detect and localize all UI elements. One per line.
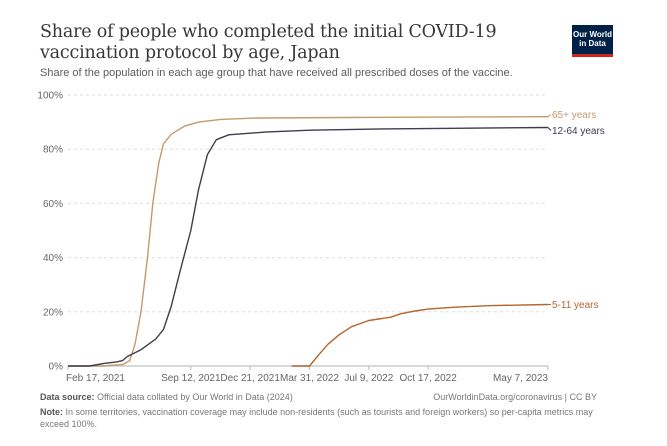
y-tick-label: 20% [43, 307, 63, 318]
series-label: 5-11 years [552, 300, 599, 311]
y-axis-ticks: 0% 20% 40% 60% 80% 100% [37, 91, 63, 373]
x-axis: Feb 17, 2021 Sep 12, 2021 Dec 21, 2021 Mar … [66, 365, 549, 384]
x-tick-label: Sep 12, 2021 [161, 373, 221, 384]
x-tick-label: Jul 9, 2022 [344, 373, 393, 384]
data-source-text: Official data collated by Our World in D… [97, 392, 293, 402]
series-line [68, 126, 549, 367]
series-lines [68, 116, 549, 367]
note-label: Note: [40, 407, 63, 417]
data-source: Data source: Official data collated by O… [40, 392, 293, 402]
y-tick-label: 60% [43, 199, 63, 210]
y-tick-label: 40% [43, 253, 63, 264]
y-tick-label: 100% [37, 91, 63, 102]
series-line [291, 303, 549, 367]
x-tick-label: Oct 17, 2022 [400, 373, 458, 384]
line-chart: 0% 20% 40% 60% 80% 100% Feb 17, 2021 Sep 12, 2… [37, 91, 605, 385]
owid-logo[interactable]: Our World in Data [572, 25, 613, 57]
chart-title: Share of people who completed the initia… [40, 22, 497, 63]
series-label-connector [547, 114, 552, 118]
series-label-connector [547, 127, 552, 131]
y-tick-label: 80% [43, 145, 63, 156]
source-link[interactable]: OurWorldinData.org/coronavirus | CC BY [433, 392, 597, 402]
note: Note: In some territories, vaccination c… [40, 406, 620, 430]
series-label: 65+ years [552, 110, 596, 121]
series-line [68, 116, 549, 367]
logo-line-1: Our World [573, 30, 612, 39]
x-tick-label: May 7, 2023 [493, 373, 548, 384]
chart-subtitle: Share of the population in each age grou… [40, 67, 513, 79]
x-tick-label: Feb 17, 2021 [66, 373, 125, 384]
note-text: In some territories, vaccination coverag… [40, 407, 593, 429]
x-tick-label: Mar 31, 2022 [280, 373, 339, 384]
data-source-label: Data source: [40, 392, 95, 402]
series-label: 12-64 years [552, 126, 605, 137]
series-labels: 65+ years 12-64 years 5-11 years [547, 110, 605, 311]
y-tick-label: 0% [49, 362, 64, 373]
x-tick-label: Dec 21, 2021 [220, 373, 280, 384]
logo-line-2: in Data [579, 39, 606, 48]
